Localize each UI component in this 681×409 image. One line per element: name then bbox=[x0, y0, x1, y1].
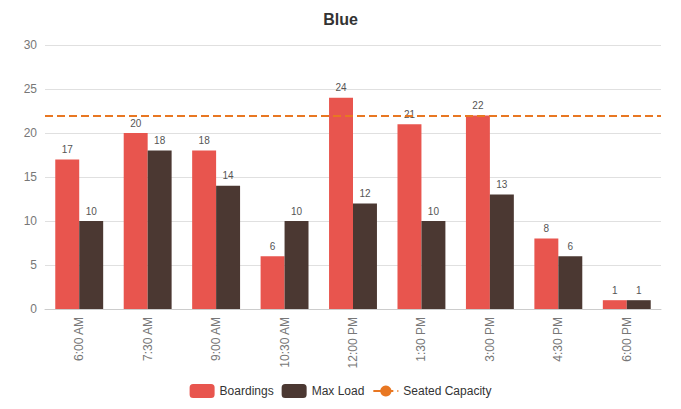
svg-text:1:30 PM: 1:30 PM bbox=[414, 317, 428, 362]
svg-text:20: 20 bbox=[24, 126, 38, 140]
svg-text:6: 6 bbox=[270, 241, 276, 252]
svg-text:6:00 PM: 6:00 PM bbox=[620, 317, 634, 362]
svg-text:10: 10 bbox=[86, 206, 98, 217]
svg-text:6: 6 bbox=[568, 241, 574, 252]
svg-text:22: 22 bbox=[472, 100, 484, 111]
svg-text:12: 12 bbox=[359, 188, 371, 199]
svg-text:20: 20 bbox=[130, 118, 142, 129]
svg-text:18: 18 bbox=[154, 135, 166, 146]
svg-text:6:00 AM: 6:00 AM bbox=[72, 317, 86, 361]
svg-text:10: 10 bbox=[291, 206, 303, 217]
svg-text:10:30 AM: 10:30 AM bbox=[278, 317, 292, 368]
svg-text:8: 8 bbox=[544, 223, 550, 234]
svg-text:Boardings: Boardings bbox=[220, 384, 274, 398]
svg-text:10: 10 bbox=[24, 214, 38, 228]
svg-text:5: 5 bbox=[30, 258, 37, 272]
svg-text:15: 15 bbox=[24, 170, 38, 184]
svg-text:1: 1 bbox=[636, 285, 642, 296]
svg-text:0: 0 bbox=[30, 302, 37, 316]
svg-text:4:30 PM: 4:30 PM bbox=[551, 317, 565, 362]
svg-text:24: 24 bbox=[335, 82, 347, 93]
svg-text:7:30 AM: 7:30 AM bbox=[141, 317, 155, 361]
svg-text:9:00 AM: 9:00 AM bbox=[209, 317, 223, 361]
svg-text:Seated Capacity: Seated Capacity bbox=[403, 384, 491, 398]
svg-text:14: 14 bbox=[223, 170, 235, 181]
svg-text:3:00 PM: 3:00 PM bbox=[483, 317, 497, 362]
svg-text:17: 17 bbox=[62, 144, 74, 155]
svg-text:12:00 PM: 12:00 PM bbox=[346, 317, 360, 368]
svg-text:Blue: Blue bbox=[323, 11, 358, 28]
svg-text:13: 13 bbox=[496, 179, 508, 190]
svg-text:18: 18 bbox=[199, 135, 211, 146]
svg-text:1: 1 bbox=[612, 285, 618, 296]
svg-text:30: 30 bbox=[24, 38, 38, 52]
svg-text:10: 10 bbox=[428, 206, 440, 217]
svg-text:21: 21 bbox=[404, 109, 416, 120]
svg-text:25: 25 bbox=[24, 82, 38, 96]
svg-text:Max Load: Max Load bbox=[312, 384, 365, 398]
